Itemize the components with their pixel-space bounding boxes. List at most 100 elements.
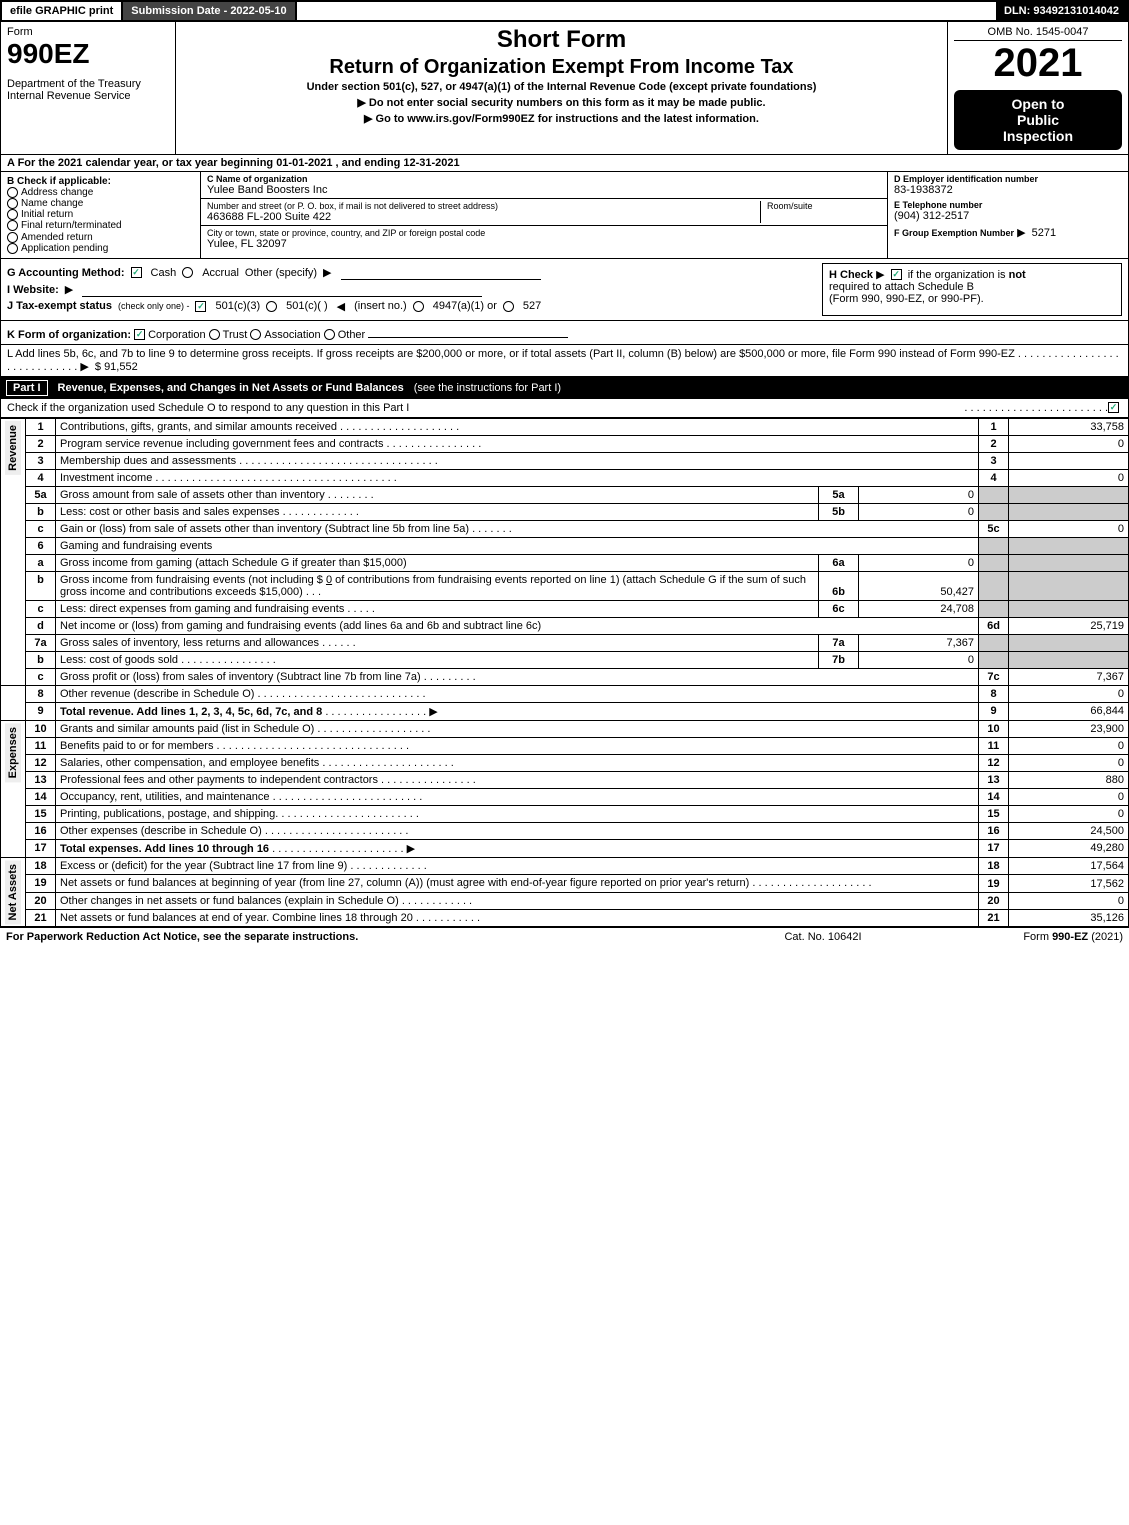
- g-label: G Accounting Method:: [7, 267, 125, 279]
- row-18: Net Assets 18 Excess or (deficit) for th…: [1, 857, 1129, 874]
- 4947-checkbox[interactable]: [413, 301, 424, 312]
- r15-amt: 0: [1009, 805, 1129, 822]
- r7b-desc: Less: cost of goods sold: [60, 654, 178, 666]
- 527-checkbox[interactable]: [503, 301, 514, 312]
- trust-checkbox[interactable]: [209, 329, 220, 340]
- corporation-checkbox[interactable]: [134, 329, 145, 340]
- r6d-desc: Net income or (loss) from gaming and fun…: [60, 620, 541, 632]
- r19-num: 19: [26, 875, 56, 892]
- accrual-checkbox[interactable]: [182, 267, 193, 278]
- j-sub: (check only one) -: [118, 301, 190, 311]
- submission-date-button[interactable]: Submission Date - 2022-05-10: [123, 2, 296, 20]
- website-input[interactable]: [82, 283, 482, 297]
- insert-no-label: (insert no.): [354, 300, 407, 312]
- cash-checkbox[interactable]: [131, 267, 142, 278]
- r14-num: 14: [26, 788, 56, 805]
- r5c-amt: 0: [1009, 520, 1129, 537]
- 501c3-checkbox[interactable]: [195, 301, 206, 312]
- other-org-checkbox[interactable]: [324, 329, 335, 340]
- row-6b: b Gross income from fundraising events (…: [1, 571, 1129, 600]
- r9-num: 9: [26, 702, 56, 720]
- r16-ln: 16: [979, 822, 1009, 839]
- topbar-spacer: [297, 2, 996, 20]
- r9-amt: 66,844: [1009, 702, 1129, 720]
- row-3: 3 Membership dues and assessments . . . …: [1, 452, 1129, 469]
- r9-desc: Total revenue. Add lines 1, 2, 3, 4, 5c,…: [60, 706, 322, 718]
- c-name-label: C Name of organization: [207, 174, 881, 184]
- netassets-vlabel: Net Assets: [5, 860, 21, 924]
- r20-ln: 20: [979, 892, 1009, 909]
- r14-ln: 14: [979, 788, 1009, 805]
- r15-num: 15: [26, 805, 56, 822]
- footer-right: Form 990-EZ (2021): [923, 931, 1123, 943]
- efile-print-button[interactable]: efile GRAPHIC print: [2, 2, 123, 20]
- r6d-num: d: [26, 617, 56, 634]
- final-return-label: Final return/terminated: [21, 221, 122, 232]
- open-line1: Open to: [960, 96, 1116, 112]
- r2-num: 2: [26, 435, 56, 452]
- r12-ln: 12: [979, 754, 1009, 771]
- r5c-desc: Gain or (loss) from sale of assets other…: [60, 523, 469, 535]
- application-pending-checkbox[interactable]: [7, 243, 18, 254]
- r9-ln: 9: [979, 702, 1009, 720]
- accrual-label: Accrual: [202, 267, 239, 279]
- r2-desc: Program service revenue including govern…: [60, 438, 383, 450]
- row-6c: c Less: direct expenses from gaming and …: [1, 600, 1129, 617]
- row-6d: d Net income or (loss) from gaming and f…: [1, 617, 1129, 634]
- name-change-checkbox[interactable]: [7, 198, 18, 209]
- omb-number: OMB No. 1545-0047: [954, 26, 1122, 41]
- r4-num: 4: [26, 469, 56, 486]
- address-change-checkbox[interactable]: [7, 187, 18, 198]
- c-room-label: Room/suite: [767, 201, 881, 211]
- r6a-num: a: [26, 554, 56, 571]
- final-return-checkbox[interactable]: [7, 220, 18, 231]
- association-checkbox[interactable]: [250, 329, 261, 340]
- h-checkbox[interactable]: [891, 269, 902, 280]
- r21-amt: 35,126: [1009, 909, 1129, 926]
- goto-link[interactable]: Go to www.irs.gov/Form990EZ for instruct…: [182, 112, 941, 125]
- header-left: Form 990EZ Department of the Treasury In…: [1, 22, 176, 154]
- corporation-label: Corporation: [148, 329, 205, 341]
- r1-num: 1: [26, 418, 56, 435]
- r10-desc: Grants and similar amounts paid (list in…: [60, 723, 314, 735]
- part1-header: Part I Revenue, Expenses, and Changes in…: [0, 377, 1129, 399]
- other-org-input[interactable]: [368, 324, 568, 338]
- c-city-label: City or town, state or province, country…: [207, 228, 881, 238]
- part1-check-line: Check if the organization used Schedule …: [0, 399, 1129, 418]
- amended-return-checkbox[interactable]: [7, 232, 18, 243]
- row-4: 4 Investment income . . . . . . . . . . …: [1, 469, 1129, 486]
- r16-amt: 24,500: [1009, 822, 1129, 839]
- r3-ln: 3: [979, 452, 1009, 469]
- r6b-desc1: Gross income from fundraising events (no…: [60, 574, 323, 586]
- r1-ln: 1: [979, 418, 1009, 435]
- initial-return-checkbox[interactable]: [7, 209, 18, 220]
- i-label: I Website:: [7, 284, 59, 296]
- r18-desc: Excess or (deficit) for the year (Subtra…: [60, 860, 347, 872]
- r5a-subamt: 0: [859, 486, 979, 503]
- part1-title: Revenue, Expenses, and Changes in Net As…: [58, 382, 404, 394]
- ein-value: 83-1938372: [894, 184, 1122, 196]
- 501c3-label: 501(c)(3): [215, 300, 260, 312]
- r2-ln: 2: [979, 435, 1009, 452]
- name-change-label: Name change: [21, 198, 83, 209]
- section-cdef: C Name of organization Yulee Band Booste…: [201, 172, 1128, 258]
- r19-ln: 19: [979, 875, 1009, 892]
- r12-num: 12: [26, 754, 56, 771]
- schedule-o-checkbox[interactable]: [1108, 402, 1119, 413]
- 501c-label: 501(c)( ): [286, 300, 328, 312]
- r17-amt: 49,280: [1009, 839, 1129, 857]
- other-method-input[interactable]: [341, 266, 541, 280]
- l-value: $ 91,552: [95, 361, 138, 373]
- part1-label: Part I: [6, 380, 48, 396]
- r6d-amt: 25,719: [1009, 617, 1129, 634]
- r5b-num: b: [26, 503, 56, 520]
- r7c-num: c: [26, 668, 56, 685]
- row-10: Expenses 10 Grants and similar amounts p…: [1, 720, 1129, 737]
- part1-table: Revenue 1 Contributions, gifts, grants, …: [0, 418, 1129, 927]
- r6b-sub: 6b: [819, 571, 859, 600]
- 4947-label: 4947(a)(1) or: [433, 300, 497, 312]
- dln-label: DLN: 93492131014042: [996, 2, 1127, 20]
- section-c: C Name of organization Yulee Band Booste…: [201, 172, 888, 258]
- footer-left: For Paperwork Reduction Act Notice, see …: [6, 931, 723, 943]
- 501c-checkbox[interactable]: [266, 301, 277, 312]
